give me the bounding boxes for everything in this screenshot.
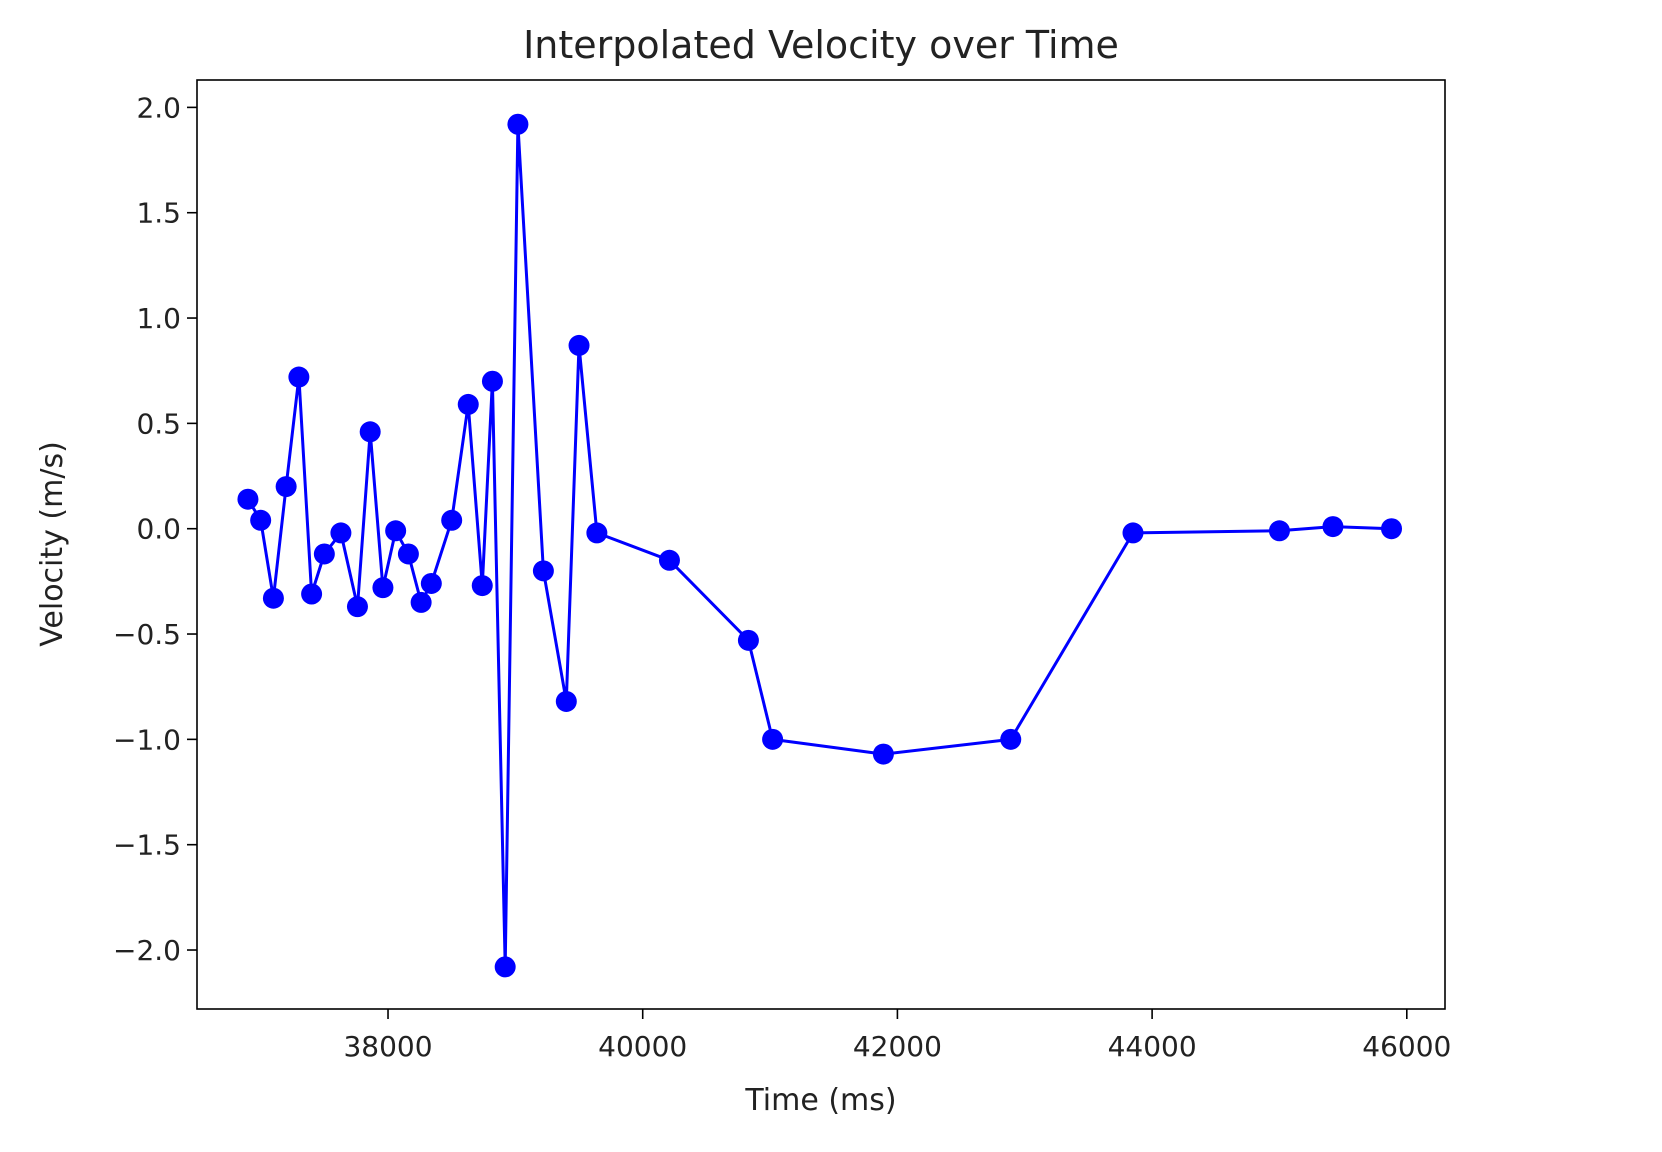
data-point — [659, 550, 680, 571]
data-point — [873, 744, 894, 765]
data-point — [398, 543, 419, 564]
data-point — [1322, 516, 1343, 537]
data-point — [385, 520, 406, 541]
data-point — [738, 630, 759, 651]
y-tick-label: 2.0 — [136, 91, 181, 124]
x-tick-label: 40000 — [598, 1030, 687, 1063]
data-point — [533, 560, 554, 581]
data-point — [330, 522, 351, 543]
y-tick-label: 1.5 — [136, 197, 181, 230]
y-tick-label: −0.5 — [113, 618, 181, 651]
data-point — [1123, 522, 1144, 543]
x-axis-title: Time (ms) — [744, 1083, 896, 1118]
y-axis-title: Velocity (m/s) — [35, 441, 70, 647]
x-tick-label: 46000 — [1362, 1030, 1451, 1063]
chart-title: Interpolated Velocity over Time — [523, 23, 1119, 67]
data-point — [360, 421, 381, 442]
data-point — [1269, 520, 1290, 541]
data-point — [1000, 729, 1021, 750]
data-point — [569, 335, 590, 356]
data-point — [495, 956, 516, 977]
data-point — [372, 577, 393, 598]
y-tick-label: −2.0 — [113, 934, 181, 967]
y-tick-label: 0.0 — [136, 513, 181, 546]
data-point — [263, 588, 284, 609]
y-tick-label: −1.5 — [113, 829, 181, 862]
data-point — [1381, 518, 1402, 539]
data-point — [507, 114, 528, 135]
data-point — [288, 367, 309, 388]
data-point — [237, 489, 258, 510]
data-point — [441, 510, 462, 531]
x-tick-label: 42000 — [853, 1030, 942, 1063]
data-point — [556, 691, 577, 712]
data-point — [314, 543, 335, 564]
x-tick-label: 38000 — [343, 1030, 432, 1063]
data-point — [762, 729, 783, 750]
y-tick-label: −1.0 — [113, 723, 181, 756]
data-point — [276, 476, 297, 497]
data-point — [458, 394, 479, 415]
y-tick-label: 1.0 — [136, 302, 181, 335]
data-point — [482, 371, 503, 392]
data-point — [411, 592, 432, 613]
data-point — [347, 596, 368, 617]
data-point — [421, 573, 442, 594]
data-point — [250, 510, 271, 531]
x-tick-label: 44000 — [1108, 1030, 1197, 1063]
data-point — [586, 522, 607, 543]
y-tick-label: 0.5 — [136, 407, 181, 440]
data-point — [301, 584, 322, 605]
data-point — [472, 575, 493, 596]
